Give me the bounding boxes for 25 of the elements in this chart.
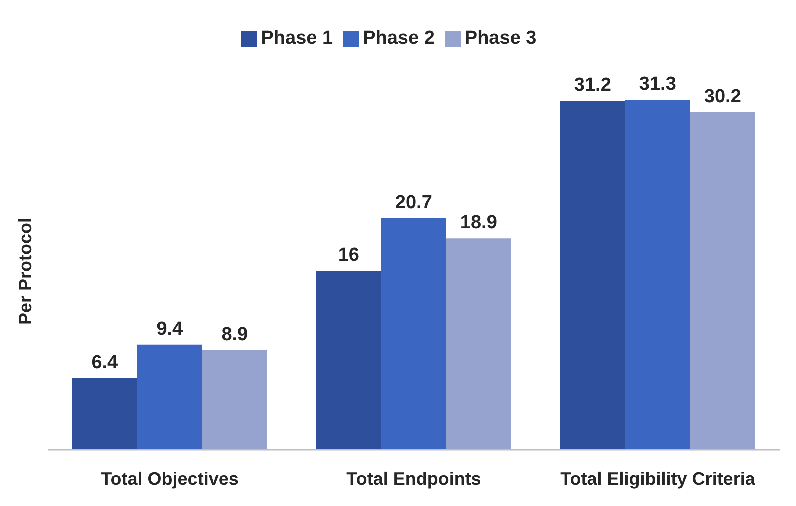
bar (137, 344, 202, 450)
data-label: 16 (338, 245, 360, 266)
bar (316, 271, 382, 450)
data-label: 18.9 (460, 212, 498, 234)
x-tick-label: Total Eligibility Criteria (560, 468, 756, 489)
data-label: 9.4 (156, 318, 184, 340)
x-tick-label: Total Endpoints (346, 468, 482, 489)
bar (381, 218, 446, 450)
data-label: 31.3 (639, 74, 676, 95)
x-tick-label: Total Objectives (101, 468, 239, 489)
bar (72, 378, 138, 450)
bar (625, 100, 690, 450)
data-label: 6.4 (92, 352, 119, 374)
legend-label: Phase 1 (261, 28, 334, 49)
data-label: 31.2 (574, 75, 612, 96)
bar (690, 112, 756, 450)
data-label: 30.2 (704, 86, 742, 108)
data-label: 20.7 (395, 192, 432, 214)
bar (446, 238, 512, 450)
legend-label: Phase 2 (363, 28, 435, 49)
data-label: 8.9 (222, 324, 248, 346)
legend-label: Phase 3 (464, 28, 537, 49)
bar (560, 101, 626, 450)
bar (202, 350, 268, 450)
y-axis-title: Per Protocol (15, 218, 36, 325)
